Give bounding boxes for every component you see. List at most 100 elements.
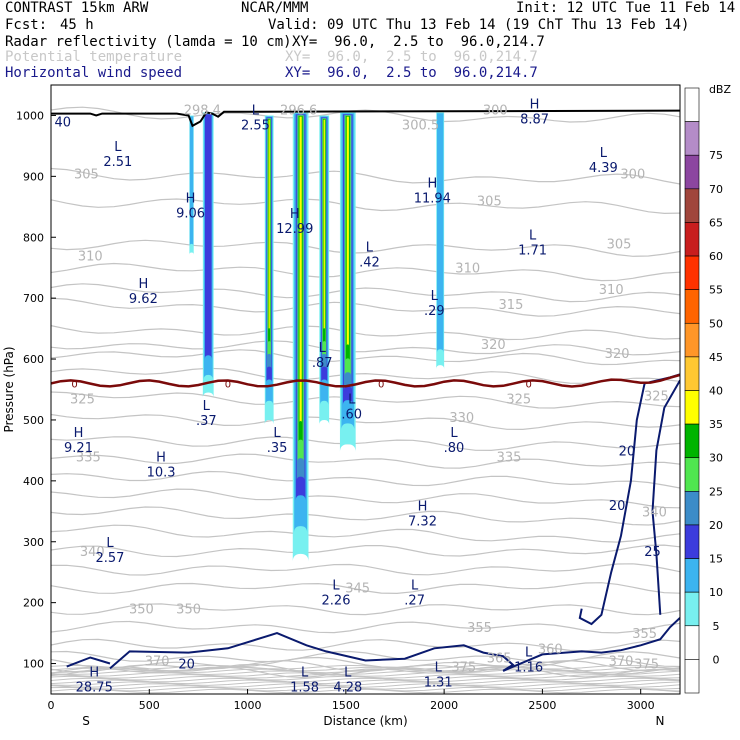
theta-contour: [51, 391, 680, 409]
theta-contour: [51, 367, 680, 384]
y-tick-label: 900: [23, 170, 44, 183]
theta-contour: [51, 413, 680, 431]
x-tick-label: 0: [48, 699, 55, 712]
theta-label: 325: [506, 393, 531, 408]
theta-label: 360: [538, 642, 563, 657]
x-tick-label: 3000: [627, 699, 655, 712]
x-tick-label: 500: [139, 699, 160, 712]
theta-label: 310: [455, 262, 480, 277]
colorbar-level: 25: [709, 485, 723, 498]
theta-contour: [51, 198, 680, 215]
theta-contour: [51, 506, 680, 526]
theta-label: 340: [80, 545, 105, 560]
extremum-type: H: [138, 277, 148, 292]
field-wind-name: Horizontal wind speed: [5, 65, 183, 81]
theta-contour: [51, 685, 680, 690]
wind-contour: [109, 632, 515, 672]
colorbar-level: 65: [709, 216, 723, 229]
theta-contour: [51, 262, 680, 282]
wind-label: 20: [619, 444, 636, 459]
y-tick-label: 100: [23, 658, 44, 671]
theta-label: 330: [449, 411, 474, 426]
wind-contour: [502, 617, 680, 672]
extremum-value: 28.75: [76, 681, 113, 696]
terrain-line: [51, 109, 680, 128]
theta-label: 335: [76, 450, 101, 465]
extremum-value: 2.55: [241, 118, 270, 133]
colorbar-swatch: [684, 457, 700, 492]
colorbar-swatch: [684, 222, 700, 257]
extremum-type: H: [156, 451, 166, 466]
colorbar-swatch: [684, 322, 700, 358]
theta-contour: [51, 563, 680, 576]
extremum-type: L: [435, 661, 443, 676]
theta-label: 365: [487, 651, 512, 666]
colorbar-swatch: [684, 659, 700, 694]
extremum-type: H: [186, 192, 196, 207]
extremum-value: 2.57: [95, 551, 124, 566]
theta-label: 320: [605, 347, 630, 362]
extremum-value: 11.94: [414, 191, 451, 206]
theta-contour: [51, 683, 680, 688]
y-tick-label: 300: [23, 536, 44, 549]
wind-contour: [651, 379, 680, 615]
x-tick-label: 2500: [528, 699, 556, 712]
extremum-value: .87: [312, 356, 333, 371]
model-title: CONTRAST 15km ARW: [5, 0, 149, 16]
theta-label: 325: [644, 390, 669, 405]
extremum-value: 8.87: [520, 112, 549, 127]
extremum-type: L: [252, 103, 260, 118]
theta-contour: [51, 672, 680, 677]
extremum-type: L: [431, 289, 439, 304]
reflectivity-cell: [299, 116, 302, 423]
theta-contour: [51, 349, 680, 366]
colorbar-level: 45: [709, 351, 723, 364]
y-tick-label: 1000: [16, 109, 44, 122]
field-theta-name: Potential temperature: [5, 49, 183, 65]
extremum-type: L: [319, 341, 327, 356]
theta-contour: [51, 582, 680, 595]
colorbar-level: 40: [709, 385, 723, 398]
colorbar-level: 35: [709, 418, 723, 431]
theta-contour: [51, 340, 680, 356]
y-tick-label: 400: [23, 475, 44, 488]
colorbar-swatch: [684, 524, 700, 559]
potential-temperature-contours: [51, 106, 680, 694]
y-tick-label: 700: [23, 292, 44, 305]
theta-label: 355: [467, 621, 492, 636]
theta-label: 305: [74, 167, 99, 182]
extremum-type: L: [114, 140, 122, 155]
extremum-type: L: [600, 146, 608, 161]
colorbar-swatch: [684, 255, 700, 290]
y-tick-label: 800: [23, 231, 44, 244]
extremum-type: L: [366, 240, 374, 255]
init-time: Init: 12 UTC Tue 11 Feb 14: [516, 0, 736, 16]
reflectivity-cell: [436, 113, 444, 353]
colorbar-level: 70: [709, 183, 723, 196]
plot-frame: [50, 84, 681, 695]
theta-label: 335: [497, 450, 522, 465]
extremum-value: .37: [196, 414, 217, 429]
extremum-value: .60: [341, 408, 362, 423]
colorbar-unit: dBZ: [709, 83, 732, 96]
reflectivity-cell: [204, 114, 212, 359]
theta-label: 345: [345, 581, 370, 596]
colorbar-swatch: [684, 591, 700, 627]
colorbar-swatch: [684, 356, 700, 391]
valid-time: Valid: 09 UTC Thu 13 Feb 14 (19 ChT Thu …: [268, 17, 690, 33]
theta-contour: [51, 677, 680, 683]
north-label: N: [656, 714, 665, 728]
field-reflectivity-xy: XY= 96.0, 2.5 to 96.0,214.7: [292, 34, 545, 50]
extremum-value: 1.71: [518, 243, 547, 258]
theta-label: 375: [634, 658, 659, 673]
extremum-value: .27: [404, 593, 425, 608]
theta-contour: [51, 106, 680, 123]
colorbar-level: 10: [709, 586, 723, 599]
extremum-type: L: [529, 228, 537, 243]
extremum-type: H: [427, 176, 437, 191]
reflectivity-cell: [346, 116, 349, 346]
extremum-type: L: [106, 536, 114, 551]
colorbar-level: 15: [709, 553, 723, 566]
extremum-type: L: [203, 399, 211, 414]
theta-label: 340: [642, 505, 667, 520]
